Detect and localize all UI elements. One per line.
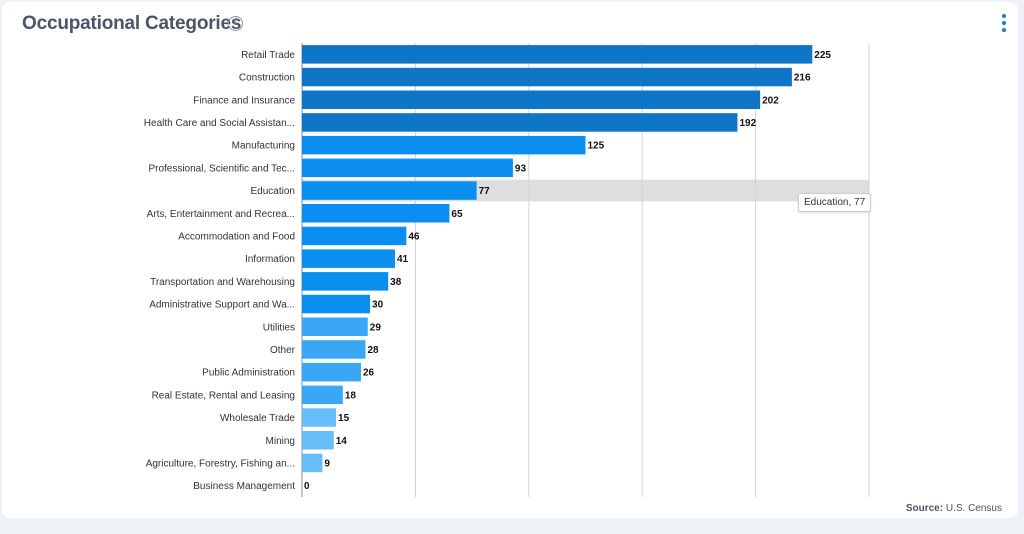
source-label: Source: (905, 503, 944, 514)
data-label: 216 (794, 73, 811, 84)
data-label: 46 (408, 231, 420, 242)
bar[interactable] (302, 317, 368, 337)
data-label: 93 (515, 163, 527, 174)
bar[interactable] (302, 385, 343, 405)
data-label: 29 (370, 322, 382, 333)
category-label: Other (270, 345, 296, 356)
page-title: Occupational Categories (22, 13, 242, 34)
bar[interactable] (302, 181, 477, 200)
data-label: 65 (451, 209, 463, 220)
category-label: Professional, Scientific and Tec... (148, 163, 295, 174)
category-label: Arts, Entertainment and Recrea... (147, 209, 295, 220)
info-icon[interactable]: i (228, 16, 243, 31)
data-label: 9 (324, 458, 330, 469)
category-label: Manufacturing (232, 141, 295, 152)
category-label: Mining (266, 436, 295, 447)
category-label: Utilities (263, 322, 295, 333)
bar[interactable] (302, 431, 334, 450)
bar[interactable] (302, 113, 738, 132)
bar[interactable] (302, 90, 761, 110)
more-vertical-icon[interactable] (996, 12, 1012, 38)
category-label: Finance and Insurance (193, 95, 295, 106)
bar[interactable] (302, 249, 395, 268)
category-label: Business Management (193, 481, 295, 492)
tooltip-text: Education, 77 (804, 197, 866, 208)
bar[interactable] (302, 272, 389, 291)
category-label: Education (251, 186, 295, 197)
data-label: 14 (336, 436, 348, 447)
data-label: 125 (588, 141, 605, 152)
data-label: 15 (338, 413, 350, 424)
bar[interactable] (302, 158, 513, 178)
bar[interactable] (302, 408, 337, 427)
category-label: Construction (239, 73, 295, 84)
category-label: Real Estate, Rental and Leasing (152, 390, 295, 401)
chart-card: Occupational Categories i (2, 2, 1018, 518)
source-note: Source: U.S. Census (906, 503, 1002, 514)
bar[interactable] (302, 45, 813, 64)
category-label: Agriculture, Forestry, Fishing an... (146, 458, 295, 469)
data-label: 30 (372, 300, 384, 311)
bar[interactable] (302, 362, 361, 382)
category-label: Administrative Support and Wa... (149, 300, 295, 311)
category-label: Public Administration (202, 368, 295, 379)
category-label: Retail Trade (241, 50, 295, 61)
category-label: Health Care and Social Assistan... (144, 118, 295, 129)
data-label: 202 (762, 95, 779, 106)
bar[interactable] (302, 453, 323, 473)
chart-tooltip: Education, 77 (798, 193, 872, 212)
category-label: Information (245, 254, 295, 265)
source-value: U.S. Census (945, 503, 1002, 514)
category-label: Transportation and Warehousing (150, 277, 295, 288)
data-label: 38 (390, 277, 402, 288)
data-label: 192 (739, 118, 756, 129)
bar[interactable] (302, 135, 586, 155)
category-label: Wholesale Trade (220, 413, 295, 424)
category-label: Accommodation and Food (178, 231, 295, 242)
data-label: 225 (814, 50, 831, 61)
data-label: 77 (479, 186, 491, 197)
data-label: 41 (397, 254, 409, 265)
bar[interactable] (302, 294, 371, 314)
data-label: 0 (304, 481, 310, 492)
bar[interactable] (302, 67, 792, 87)
bar[interactable] (302, 226, 407, 246)
data-label: 26 (363, 368, 375, 379)
bar[interactable] (302, 204, 450, 223)
data-label: 18 (345, 390, 357, 401)
data-label: 28 (368, 345, 380, 356)
bar[interactable] (302, 340, 366, 359)
